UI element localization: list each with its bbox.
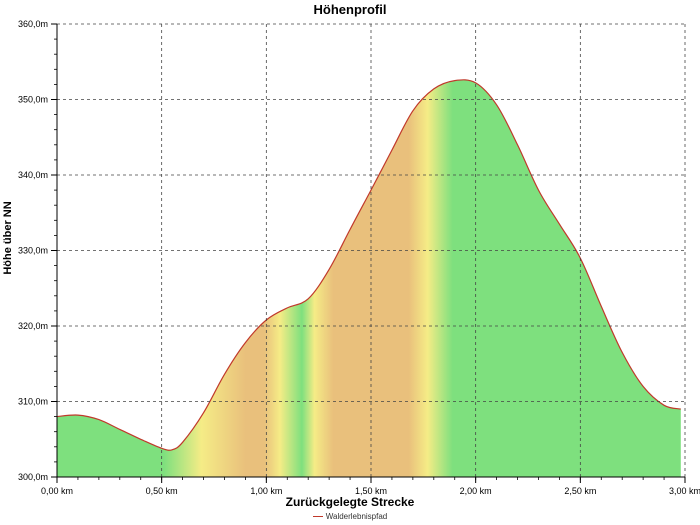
y-tick-label: 340,0m — [18, 170, 48, 180]
y-tick-label: 320,0m — [18, 321, 48, 331]
x-tick-label: 1,50 km — [355, 486, 387, 496]
x-axis-label: Zurückgelegte Strecke — [285, 495, 415, 509]
x-tick-label: 1,00 km — [250, 486, 282, 496]
legend: Walderlebnispfad — [0, 512, 700, 521]
y-tick-label: 350,0m — [18, 95, 48, 105]
elevation-line — [56, 79, 681, 451]
y-tick-label: 310,0m — [18, 397, 48, 407]
x-tick-label: 3,00 km — [669, 486, 700, 496]
x-tick-label: 0,50 km — [146, 486, 178, 496]
legend-swatch — [312, 516, 323, 518]
y-tick-label: 360,0m — [18, 19, 48, 29]
x-tick-label: 2,00 km — [460, 486, 492, 496]
y-tick-label: 300,0m — [18, 472, 48, 482]
x-tick-label: 2,50 km — [564, 486, 596, 496]
chart-title: Höhenprofil — [313, 2, 387, 17]
legend-label: Walderlebnispfad — [325, 512, 388, 521]
y-tick-label: 330,0m — [18, 246, 48, 256]
elevation-area — [57, 79, 681, 478]
x-tick-label: 0,00 km — [41, 486, 73, 496]
